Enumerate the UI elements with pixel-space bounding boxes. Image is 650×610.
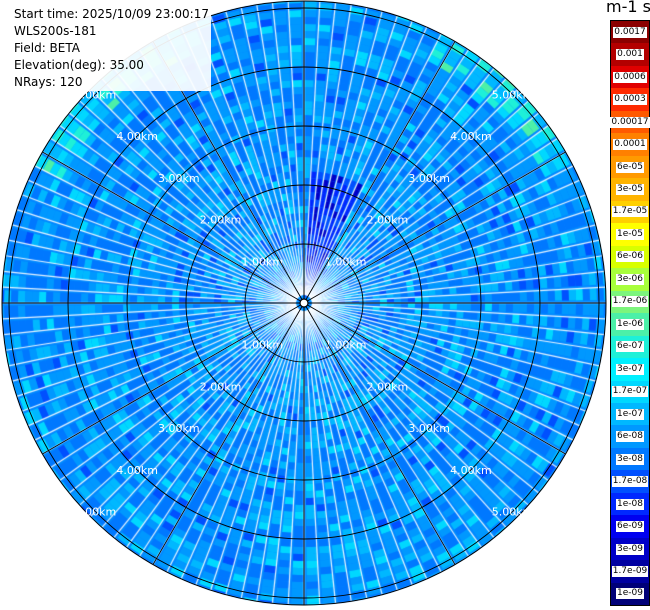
colorbar-level-label: 3e-05	[616, 184, 644, 196]
colorbar-level: 1.7e-09	[611, 560, 649, 583]
colorbar-level: 1e-09	[611, 582, 649, 606]
start-time-label: Start time: 2025/10/09 23:00:17	[14, 7, 209, 21]
colorbar-level-label: 0.00017	[610, 116, 650, 128]
colorbar-level-label: 6e-06	[616, 251, 644, 263]
colorbar-level-label: 1.7e-09	[611, 565, 649, 577]
colorbar-level: 6e-07	[611, 335, 649, 359]
colorbar-level-label: 0.0017	[613, 26, 647, 38]
colorbar-level: 0.00017	[610, 110, 650, 134]
colorbar-level-label: 1.7e-07	[611, 386, 649, 398]
colorbar-level-label: 0.0006	[613, 71, 647, 83]
field-label: Field: BETA	[14, 41, 80, 55]
colorbar-level: 0.0006	[611, 65, 649, 89]
colorbar-level: 6e-09	[611, 515, 649, 538]
colorbar-level: 1.7e-07	[611, 380, 649, 403]
colorbar-level-label: 1.7e-05	[611, 206, 649, 218]
colorbar-level-label: 1e-07	[616, 408, 644, 420]
colorbar-level: 1.7e-05	[611, 200, 649, 224]
colorbar-level: 0.0003	[611, 88, 649, 111]
colorbar-level: 1e-08	[611, 492, 649, 516]
colorbar-level-label: 6e-07	[616, 341, 644, 353]
colorbar-level: 3e-08	[611, 447, 649, 471]
colorbar-level: 1e-05	[611, 223, 649, 246]
colorbar-level: 3e-07	[611, 358, 649, 381]
colorbar-level: 0.0017	[611, 21, 649, 44]
colorbar-level: 3e-05	[611, 178, 649, 201]
colorbar-level-label: 1e-09	[616, 588, 644, 600]
colorbar-level: 1e-06	[611, 313, 649, 336]
scan-info: Start time: 2025/10/09 23:00:17 WLS200s-…	[12, 6, 211, 91]
colorbar-level-label: 1e-08	[616, 498, 644, 510]
colorbar-level-label: 0.0003	[613, 94, 647, 106]
colorbar-level-label: 3e-07	[616, 363, 644, 375]
instrument-label: WLS200s-181	[14, 24, 97, 38]
colorbar-level: 0.001	[611, 43, 649, 66]
colorbar-level: 6e-06	[611, 245, 649, 269]
colorbar-level-label: 3e-06	[616, 273, 644, 285]
colorbar-units-title: m-1 sr-1	[606, 0, 650, 16]
colorbar-level: 1.7e-06	[611, 290, 649, 314]
colorbar-level: 6e-08	[611, 425, 649, 448]
colorbar-level-label: 1.7e-06	[611, 296, 649, 308]
colorbar-level-label: 6e-09	[616, 521, 644, 533]
colorbar-level: 6e-05	[611, 155, 649, 179]
colorbar-legend: 0.0017 0.001 0.0006 0.0003 0.00017 0.0001 6e-0…	[610, 20, 650, 606]
colorbar-level: 3e-09	[611, 537, 649, 561]
colorbar-level-label: 1e-05	[616, 228, 644, 240]
colorbar-level-label: 0.0001	[613, 139, 647, 151]
colorbar-level-label: 3e-08	[616, 453, 644, 465]
colorbar-level: 1.7e-08	[611, 470, 649, 493]
colorbar-level-label: 0.001	[616, 49, 644, 61]
colorbar-level: 3e-06	[611, 268, 649, 291]
colorbar-level-label: 1.7e-08	[611, 476, 649, 488]
colorbar-level-label: 3e-09	[616, 543, 644, 555]
colorbar-level-label: 6e-05	[616, 161, 644, 173]
colorbar-level: 0.0001	[611, 133, 649, 156]
colorbar-level-label: 1e-06	[616, 318, 644, 330]
elevation-label: Elevation(deg): 35.00	[14, 58, 144, 72]
colorbar-level: 1e-07	[611, 402, 649, 426]
nrays-label: NRays: 120	[14, 75, 83, 89]
colorbar-level-label: 6e-08	[616, 431, 644, 443]
